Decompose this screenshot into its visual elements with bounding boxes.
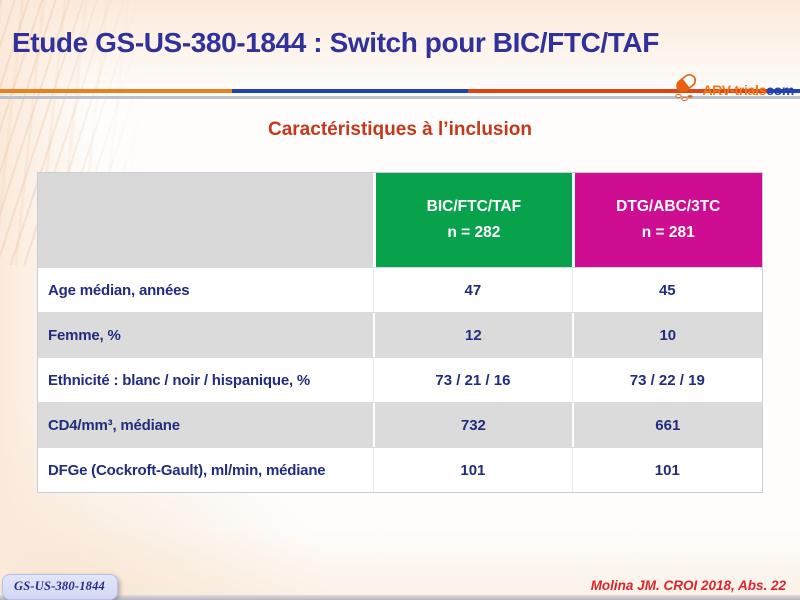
table-column-header: BIC/FTC/TAF n = 282 [373, 173, 572, 267]
value-cell: 101 [571, 448, 762, 492]
row-label-cell: DFGe (Cockroft-Gault), ml/min, médiane [48, 461, 326, 479]
column-header-regimen: BIC/FTC/TAF [426, 198, 522, 216]
column-header-regimen: DTG/ABC/3TC [616, 198, 721, 216]
table-row: Femme, % 12 10 [38, 312, 762, 357]
table-header-row: BIC/FTC/TAF n = 282 DTG/ABC/3TC n = 281 [38, 173, 762, 267]
value-cell: 12 [373, 313, 572, 357]
column-header-n: n = 282 [447, 224, 501, 241]
bottom-strip [0, 595, 800, 600]
table-row: CD4/mm³, médiane 732 661 [38, 402, 762, 447]
value-cell: 732 [373, 403, 572, 447]
header-divider [0, 89, 800, 93]
header-divider-gray [0, 96, 800, 99]
baseline-table: BIC/FTC/TAF n = 282 DTG/ABC/3TC n = 281 Age … [37, 172, 763, 493]
reference-citation: Molina JM. CROI 2018, Abs. 22 [590, 578, 786, 593]
table-corner-cell [38, 173, 374, 267]
capsule-icon [671, 72, 701, 107]
value-cell: 73 / 21 / 16 [373, 358, 571, 402]
divider-segment-red [468, 89, 768, 93]
value-cell: 10 [571, 313, 762, 357]
divider-segment-orange [0, 89, 232, 93]
table-row: Age médian, années 47 45 [38, 267, 762, 312]
slide-title: Etude GS-US-380-1844 : Switch pour BIC/F… [12, 27, 659, 58]
row-label-cell: Age médian, années [48, 281, 190, 299]
table-column-header: DTG/ABC/3TC n = 281 [571, 173, 762, 267]
divider-segment-blue [232, 89, 468, 93]
row-label-cell: CD4/mm³, médiane [38, 403, 374, 447]
row-label-cell: Femme, % [38, 313, 374, 357]
table-row: DFGe (Cockroft-Gault), ml/min, médiane 10… [38, 447, 762, 492]
table-row: Ethnicité : blanc / noir / hispanique, %… [38, 357, 762, 402]
slide-subtitle: Caractéristiques à l’inclusion [268, 119, 532, 140]
row-label-cell: Ethnicité : blanc / noir / hispanique, % [48, 371, 311, 389]
arv-trials-logo: ARV-trialscom [671, 72, 794, 107]
value-cell: 73 / 22 / 19 [571, 358, 762, 402]
value-cell: 101 [373, 448, 571, 492]
value-cell: 47 [373, 268, 571, 312]
column-header-n: n = 281 [641, 224, 695, 241]
divider-segment-blue-end [768, 89, 800, 93]
study-id-badge: GS-US-380-1844 [2, 574, 118, 600]
logo-text: ARV-trialscom [702, 81, 794, 98]
value-cell: 661 [571, 403, 762, 447]
value-cell: 45 [571, 268, 762, 312]
